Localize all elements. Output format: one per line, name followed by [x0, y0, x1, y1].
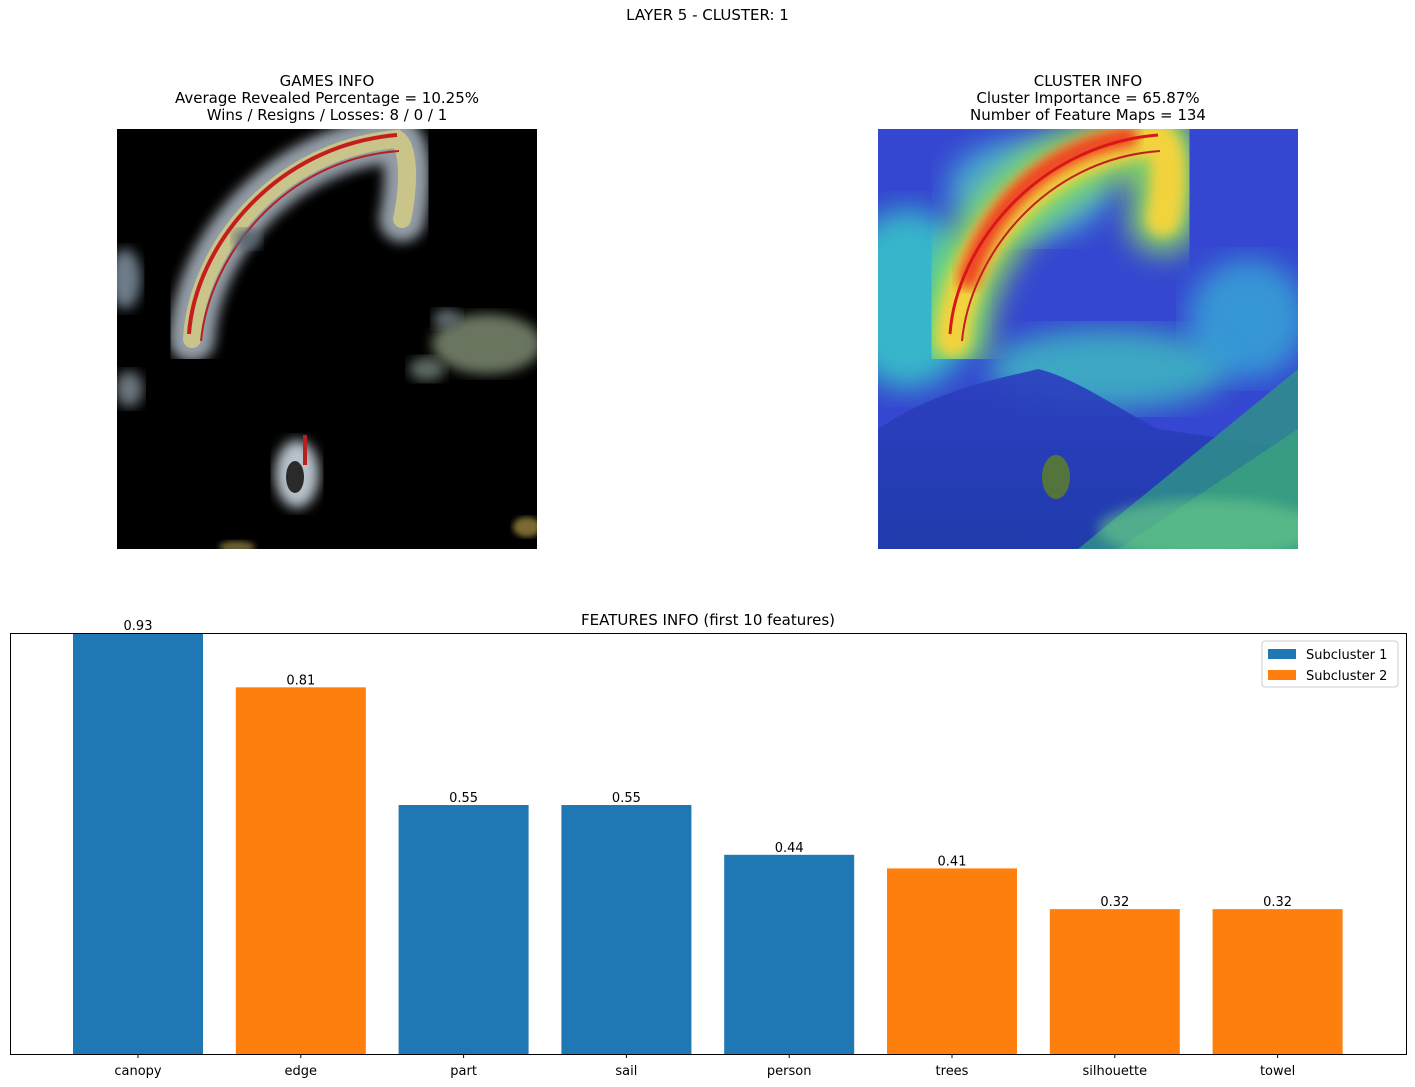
- heatmap-image: [878, 129, 1298, 549]
- data-label-canopy: 0.93: [124, 619, 153, 634]
- data-label-sail: 0.55: [612, 791, 641, 806]
- data-label-silhouette: 0.32: [1100, 895, 1129, 910]
- data-label-edge: 0.81: [286, 673, 315, 688]
- bar-silhouette: [1049, 909, 1180, 1054]
- legend-label-subcluster-2: Subcluster 2: [1306, 669, 1387, 684]
- bar-edge: [235, 687, 366, 1054]
- legend-label-subcluster-1: Subcluster 1: [1306, 648, 1387, 663]
- plot-frame: [10, 633, 1407, 1055]
- bar-towel: [1212, 909, 1343, 1054]
- x-tick-label-edge: edge: [285, 1064, 318, 1079]
- bar-part: [398, 805, 529, 1054]
- data-label-trees: 0.41: [938, 854, 967, 869]
- bar-person: [724, 854, 855, 1054]
- games-info-title-block: GAMES INFO Average Revealed Percentage =…: [117, 73, 537, 124]
- x-tick-label-part: part: [450, 1064, 477, 1079]
- bar-canopy: [73, 633, 203, 1054]
- x-tick-label-towel: towel: [1260, 1064, 1295, 1079]
- data-label-part: 0.55: [449, 791, 478, 806]
- data-label-towel: 0.32: [1263, 895, 1292, 910]
- x-tick-label-trees: trees: [936, 1064, 969, 1079]
- legend-swatch-subcluster-2: [1268, 670, 1296, 680]
- x-tick-label-sail: sail: [615, 1064, 637, 1079]
- cluster-info-title: CLUSTER INFO: [1033, 72, 1143, 90]
- x-tick-label-silhouette: silhouette: [1082, 1064, 1147, 1079]
- cluster-info-feature-maps: Number of Feature Maps = 134: [970, 106, 1206, 124]
- data-label-person: 0.44: [775, 841, 804, 856]
- cluster-info-importance: Cluster Importance = 65.87%: [976, 89, 1200, 107]
- bar-trees: [887, 868, 1017, 1054]
- games-info-revealed: Average Revealed Percentage = 10.25%: [174, 89, 479, 107]
- games-info-record: Wins / Resigns / Losses: 8 / 0 / 1: [206, 106, 448, 124]
- legend-swatch-subcluster-1: [1268, 649, 1296, 659]
- revealed-image-graphic: [117, 129, 537, 549]
- chart-title: FEATURES INFO (first 10 features): [581, 611, 835, 629]
- revealed-image: [117, 129, 537, 549]
- games-info-title: GAMES INFO: [279, 72, 375, 90]
- figure-title: LAYER 5 - CLUSTER: 1: [626, 6, 789, 24]
- x-tick-label-canopy: canopy: [114, 1064, 162, 1079]
- bar-sail: [561, 805, 692, 1054]
- cluster-info-title-block: CLUSTER INFO Cluster Importance = 65.87%…: [878, 73, 1298, 124]
- heatmap-image-graphic: [878, 129, 1298, 549]
- x-tick-label-person: person: [767, 1064, 812, 1079]
